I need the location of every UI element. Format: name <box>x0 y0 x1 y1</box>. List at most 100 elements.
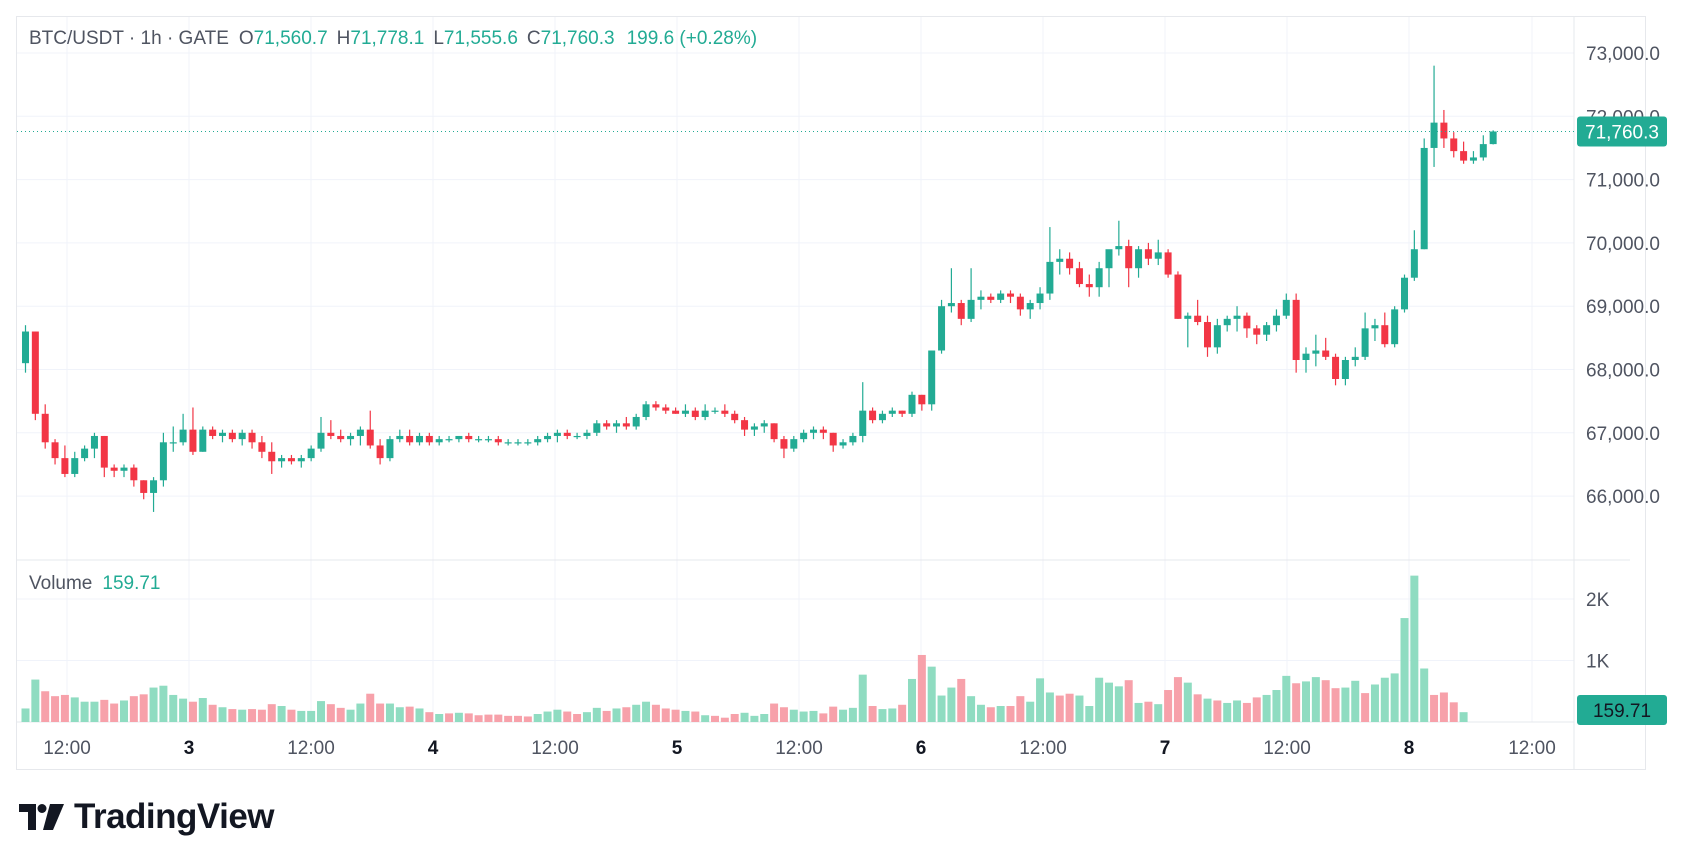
candle <box>416 432 423 446</box>
volume-bar <box>612 708 621 722</box>
volume-bar <box>1459 712 1468 722</box>
volume-label[interactable]: Volume <box>29 573 93 594</box>
open-value: 71,560.7 <box>253 28 328 49</box>
volume-bar <box>957 678 966 722</box>
candle <box>622 416 630 430</box>
candle-body <box>642 404 650 417</box>
candle <box>869 407 877 424</box>
volume-tick-label: 1K <box>1586 652 1610 673</box>
candle-body <box>573 435 581 438</box>
volume-bar <box>41 691 50 722</box>
close-value: 71,760.3 <box>540 28 615 49</box>
x-tick-label: 3 <box>184 738 195 759</box>
candle <box>1332 353 1340 386</box>
volume-bar <box>917 654 926 722</box>
candle <box>1105 249 1113 288</box>
candle <box>307 445 315 462</box>
volume-bar <box>484 714 493 722</box>
candle <box>1204 315 1211 357</box>
candle <box>593 420 601 436</box>
candle-body <box>1144 249 1152 259</box>
volume-bar <box>1321 680 1330 722</box>
candle <box>1282 293 1290 319</box>
candle <box>1194 299 1202 326</box>
volume-bar <box>1075 695 1084 722</box>
candle <box>1460 141 1468 164</box>
volume-bar <box>711 715 719 722</box>
candle-body <box>1046 261 1054 294</box>
volume-bar <box>789 709 798 722</box>
candle-body <box>918 394 926 405</box>
candle <box>681 404 689 417</box>
candle-body <box>41 413 49 443</box>
x-tick-label: 12:00 <box>287 738 335 759</box>
volume-bar <box>740 712 749 722</box>
volume-bar <box>366 693 375 722</box>
candle <box>1263 322 1271 342</box>
volume-bar <box>1085 706 1094 722</box>
candle <box>494 435 502 446</box>
volume-bar <box>376 703 385 722</box>
volume-bar <box>415 708 424 722</box>
candle <box>406 429 414 446</box>
volume-bar <box>563 711 572 722</box>
candle-body <box>1164 252 1172 275</box>
candle <box>238 429 246 446</box>
candle <box>287 454 295 465</box>
candle <box>760 420 768 433</box>
candle-body <box>130 467 138 481</box>
candle <box>228 429 236 443</box>
candle <box>711 407 719 414</box>
tradingview-logo[interactable]: TradingView <box>19 797 275 837</box>
candle <box>859 382 867 443</box>
close-key: C <box>526 28 541 49</box>
volume-bar <box>1193 694 1202 722</box>
x-tick-label: 12:00 <box>775 738 823 759</box>
candle-body <box>731 413 739 421</box>
candle <box>1016 293 1024 316</box>
candle <box>22 325 29 373</box>
candle <box>130 464 138 487</box>
candle-body <box>908 394 916 414</box>
candle <box>189 407 197 455</box>
candle-body <box>120 467 128 471</box>
symbol-line[interactable]: BTC/USDT · 1h · GATE <box>29 28 229 49</box>
candle-body <box>150 480 158 493</box>
volume-bar <box>1045 692 1054 722</box>
volume-bar <box>1361 693 1370 722</box>
candle-body <box>1253 328 1261 335</box>
candle-body <box>248 432 256 443</box>
volume-bar <box>1124 680 1133 722</box>
tradingview-wordmark: TradingView <box>74 797 275 836</box>
volume-bar <box>661 708 670 722</box>
volume-bar <box>523 716 532 722</box>
candle-body <box>494 439 502 443</box>
candle <box>484 435 492 443</box>
candle <box>1450 132 1458 158</box>
last-volume-badge <box>1577 695 1667 725</box>
volume-bar <box>326 704 335 722</box>
candle-body <box>1332 356 1340 379</box>
volume-tick-label: 2K <box>1586 590 1610 611</box>
x-tick-label: 12:00 <box>1263 738 1311 759</box>
high-key: H <box>336 28 351 49</box>
y-tick-label: 67,000.0 <box>1586 424 1660 445</box>
candle <box>1233 306 1241 332</box>
candle <box>701 404 709 421</box>
candle-body <box>878 413 886 421</box>
x-tick-label: 8 <box>1404 738 1415 759</box>
candle-body <box>51 442 59 459</box>
candlestick-series <box>22 65 1497 512</box>
candle-body <box>110 467 118 471</box>
volume-bar <box>760 714 769 722</box>
candle <box>1469 151 1477 164</box>
candle-body <box>563 432 571 436</box>
volume-bar <box>169 694 178 722</box>
candle <box>938 299 946 354</box>
candle-body <box>869 410 877 421</box>
candle-body <box>61 458 69 474</box>
candle-body <box>465 435 473 440</box>
candle <box>829 432 837 452</box>
volume-bar <box>986 707 995 722</box>
